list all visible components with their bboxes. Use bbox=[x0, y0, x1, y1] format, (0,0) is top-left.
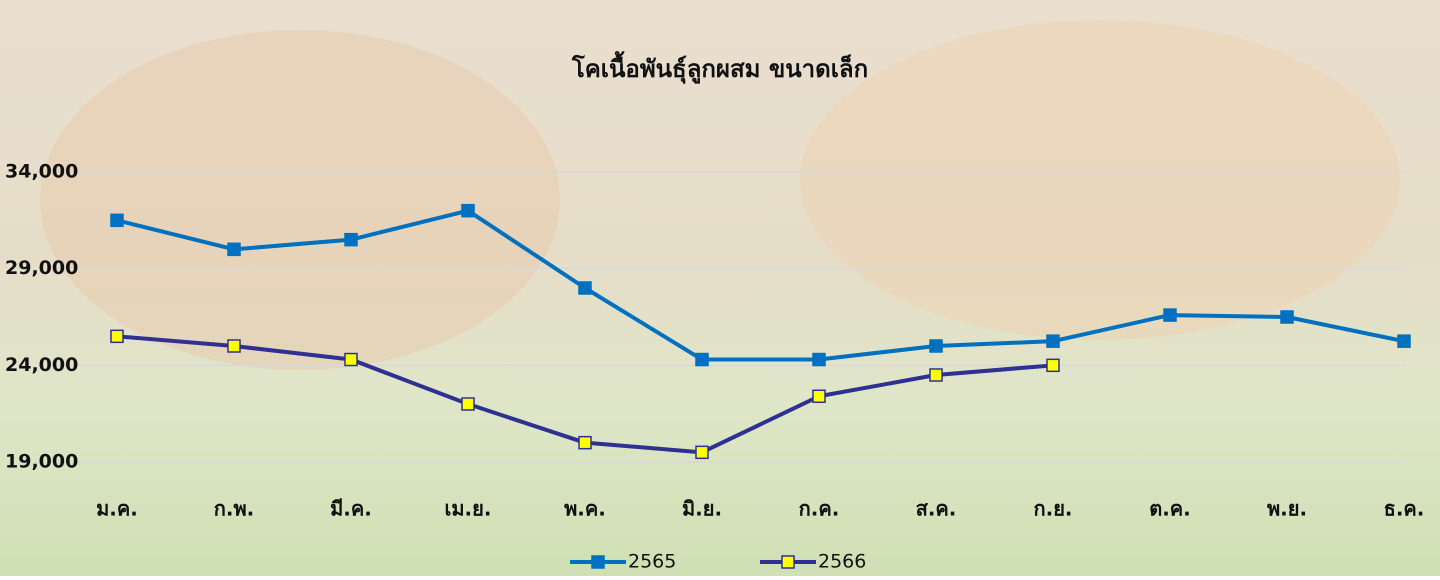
marker bbox=[930, 369, 942, 381]
marker bbox=[696, 446, 708, 458]
x-tick-label: มิ.ย. bbox=[682, 497, 722, 521]
y-tick-label: 24,000 bbox=[5, 354, 78, 376]
legend-label: 2566 bbox=[818, 551, 866, 573]
x-tick-label: ก.ย. bbox=[1033, 497, 1072, 521]
marker bbox=[1398, 335, 1410, 347]
marker bbox=[930, 340, 942, 352]
page: {"chart_data": {"type": "line", "title":… bbox=[0, 0, 1440, 580]
x-tick-label: ส.ค. bbox=[916, 497, 957, 521]
marker bbox=[345, 354, 357, 366]
x-tick-label: พ.ค. bbox=[564, 497, 606, 521]
x-tick-label: มี.ค. bbox=[330, 497, 372, 521]
marker bbox=[813, 390, 825, 402]
x-tick-label: ธ.ค. bbox=[1384, 497, 1425, 521]
y-tick-label: 34,000 bbox=[5, 161, 78, 183]
marker bbox=[345, 234, 357, 246]
marker bbox=[462, 205, 474, 217]
legend-marker bbox=[782, 556, 794, 568]
y-tick-label: 19,000 bbox=[5, 451, 78, 473]
marker bbox=[696, 354, 708, 366]
x-tick-label: ก.ค. bbox=[799, 497, 840, 521]
marker bbox=[1164, 309, 1176, 321]
x-tick-label: ม.ค. bbox=[96, 497, 138, 521]
x-tick-label: ต.ค. bbox=[1149, 497, 1191, 521]
marker bbox=[579, 437, 591, 449]
marker bbox=[111, 330, 123, 342]
y-tick-label: 29,000 bbox=[5, 257, 78, 279]
marker bbox=[228, 243, 240, 255]
background-shape bbox=[40, 30, 560, 370]
legend-marker bbox=[592, 556, 604, 568]
marker bbox=[1047, 359, 1059, 371]
marker bbox=[579, 282, 591, 294]
chart-title: โคเนื้อพันธุ์ลูกผสม ขนาดเล็ก bbox=[571, 50, 868, 85]
legend-label: 2565 bbox=[628, 551, 676, 573]
x-tick-label: เม.ย. bbox=[445, 497, 492, 521]
marker bbox=[111, 214, 123, 226]
background-shape bbox=[800, 20, 1400, 340]
x-tick-label: พ.ย. bbox=[1267, 497, 1307, 521]
marker bbox=[462, 398, 474, 410]
x-tick-label: ก.พ. bbox=[214, 497, 255, 521]
marker bbox=[228, 340, 240, 352]
marker bbox=[1281, 311, 1293, 323]
chart: โคเนื้อพันธุ์ลูกผสม ขนาดเล็ก 19,000 24,00… bbox=[0, 0, 1440, 576]
marker bbox=[813, 354, 825, 366]
marker bbox=[1047, 335, 1059, 347]
